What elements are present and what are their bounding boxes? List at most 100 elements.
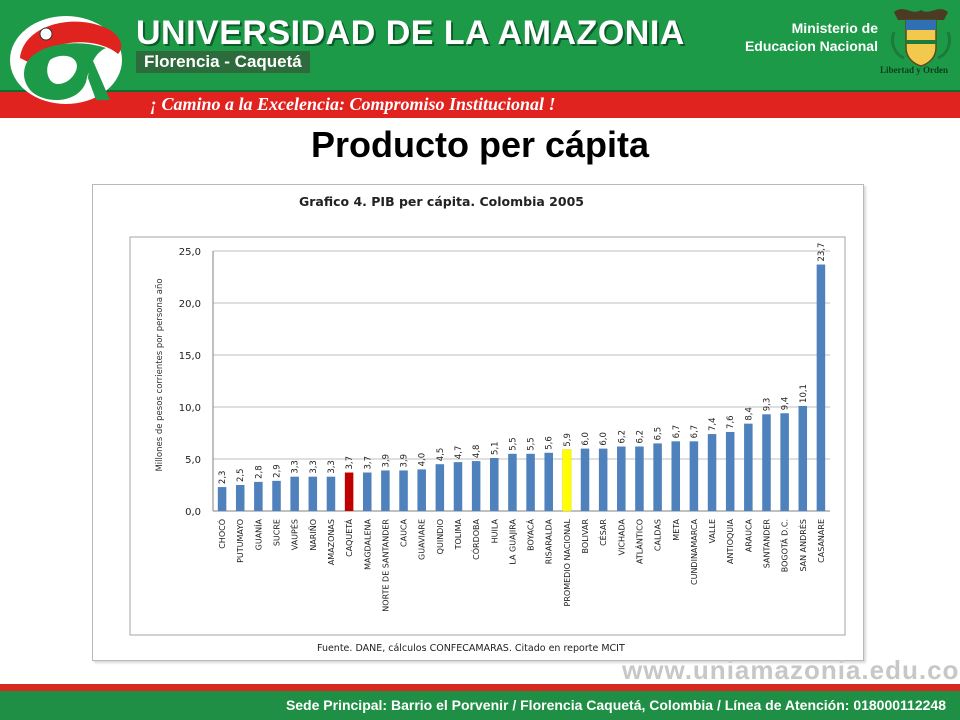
- ministry-line-1: Ministerio de: [791, 20, 878, 36]
- website-watermark: www.uniamazonia.edu.co: [622, 655, 960, 685]
- value-label: 6,2: [635, 430, 645, 444]
- value-label: 5,9: [563, 433, 573, 447]
- x-tick-label: CALDAS: [654, 519, 663, 551]
- bar: [598, 448, 608, 511]
- grid-lines: [212, 250, 830, 512]
- x-tick-label: MAGDALENA: [363, 518, 372, 569]
- footer: Sede Principal: Barrio el Porvenir / Flo…: [0, 691, 960, 720]
- x-tick-labels: CHOCÓ PUTUMAYO GUANÍA SUCRE VAUPÉS NARIÑO AMAZ…: [216, 518, 826, 611]
- x-tick-label: SAN ANDRÉS: [797, 519, 808, 572]
- value-label: 6,5: [654, 427, 664, 441]
- bars: [217, 264, 826, 512]
- bar-chart: Grafico 4. PIB per cápita. Colombia 2005…: [129, 194, 846, 654]
- x-tick-label: SUCRE: [273, 519, 282, 546]
- chart-panel: Grafico 4. PIB per cápita. Colombia 2005…: [92, 184, 864, 661]
- x-tick-label: CÉSAR: [597, 519, 608, 546]
- value-label: 5,1: [490, 441, 500, 455]
- bar: [235, 485, 245, 511]
- value-label: 3,9: [381, 454, 391, 468]
- value-label: 4,0: [418, 453, 428, 467]
- y-axis-label: Millones de pesos corrientes por persona…: [155, 278, 165, 471]
- bar: [671, 441, 681, 511]
- bar: [798, 405, 808, 511]
- x-tick-label: AMAZONAS: [327, 519, 336, 565]
- x-tick-label: QUINDIO: [436, 519, 445, 554]
- value-label: 3,3: [291, 460, 301, 474]
- header-red-band: [0, 92, 960, 118]
- university-city: Florencia - Caquetá: [136, 51, 310, 73]
- crest-motto: Libertad y Orden: [879, 65, 948, 75]
- x-tick-label: VAUPÉS: [289, 519, 300, 550]
- value-label: 6,2: [617, 430, 627, 444]
- ministry-name: Ministerio de Educacion Nacional: [732, 19, 878, 55]
- y-tick-labels: 0,0 5,0 10,0 15,0 20,0 25,0: [179, 247, 201, 518]
- bar: [508, 453, 517, 511]
- value-label: 4,7: [454, 446, 464, 460]
- y-tick-label: 10,0: [179, 403, 201, 414]
- header-green-band: [0, 0, 960, 92]
- value-label: 3,9: [400, 454, 410, 468]
- bar: [435, 464, 445, 511]
- value-label: 2,9: [273, 464, 283, 478]
- x-tick-label: ARAUCA: [744, 518, 753, 552]
- value-label: 5,6: [545, 436, 555, 450]
- bar: [471, 461, 481, 511]
- x-tick-label: HUILA: [490, 518, 499, 543]
- x-tick-label: LA GUAJIRA: [508, 518, 517, 564]
- value-label: 7,4: [708, 418, 718, 432]
- x-tick-label: PUTUMAYO: [236, 519, 245, 563]
- x-tick-label: SANTANDER: [762, 519, 771, 569]
- value-label: 9,4: [781, 397, 791, 411]
- bar: [744, 423, 753, 511]
- header-divider: [0, 90, 960, 93]
- university-name: UNIVERSIDAD DE LA AMAZONIA: [136, 14, 685, 52]
- x-tick-label: NARIÑO: [308, 519, 318, 551]
- ministry-line-2: Educacion Nacional: [744, 38, 878, 54]
- value-labels: 2,3 2,5 2,8 2,9 3,3 3,3 3,3 3,7 3,7 3,9 3,9 4,0 4,5 4…: [218, 243, 827, 484]
- y-tick-label: 15,0: [179, 351, 201, 362]
- header: UNIVERSIDAD DE LA AMAZONIA Florencia - C…: [0, 0, 960, 118]
- value-label: 2,8: [254, 465, 264, 479]
- value-label: 6,7: [690, 425, 700, 439]
- university-logo-icon: [10, 16, 122, 104]
- x-tick-label: TOLIMA: [454, 518, 463, 550]
- footer-red-band: [0, 684, 960, 691]
- value-label: 8,4: [744, 407, 754, 421]
- bar: [453, 462, 463, 511]
- slogan: ¡ Camino a la Excelencia: Compromiso Ins…: [150, 94, 556, 114]
- x-tick-label: GUANÍA: [252, 518, 263, 550]
- value-label: 3,7: [363, 456, 373, 470]
- x-tick-label: CASANARE: [817, 519, 826, 563]
- bar: [326, 476, 336, 511]
- plot-border: [129, 236, 846, 636]
- value-label: 2,5: [236, 468, 246, 482]
- bar: [707, 434, 717, 511]
- value-label: 5,5: [527, 437, 537, 451]
- bar: [290, 476, 299, 511]
- value-label: 6,0: [581, 432, 591, 446]
- value-label: 4,5: [436, 448, 446, 462]
- value-label: 10,1: [799, 384, 809, 403]
- y-tick-label: 20,0: [179, 299, 201, 310]
- value-label: 6,0: [599, 432, 609, 446]
- bar: [381, 470, 390, 511]
- value-label: 5,5: [508, 437, 518, 451]
- bar: [490, 457, 499, 511]
- x-tick-label: RISARALDA: [545, 518, 554, 564]
- x-tick-label: CUNDINAMARCA: [690, 518, 699, 585]
- x-tick-label: VICHADA: [617, 518, 626, 555]
- x-tick-label: BOYACÁ: [525, 518, 536, 550]
- x-tick-label: ATLÁNTICO: [633, 519, 644, 564]
- bar: [344, 472, 354, 511]
- x-tick-label: NORTE DE SANTANDER: [381, 519, 390, 612]
- x-tick-label: CÓRDOBA: [470, 518, 481, 559]
- x-tick-label: CAUCA: [400, 518, 409, 547]
- value-label: 3,7: [345, 456, 355, 470]
- value-label: 6,7: [672, 425, 682, 439]
- bar: [762, 414, 771, 511]
- bar: [653, 443, 662, 511]
- y-tick-label: 25,0: [179, 247, 201, 258]
- x-tick-label: GUAVIARE: [418, 519, 427, 560]
- value-label: 7,6: [726, 415, 736, 429]
- bar: [254, 481, 263, 511]
